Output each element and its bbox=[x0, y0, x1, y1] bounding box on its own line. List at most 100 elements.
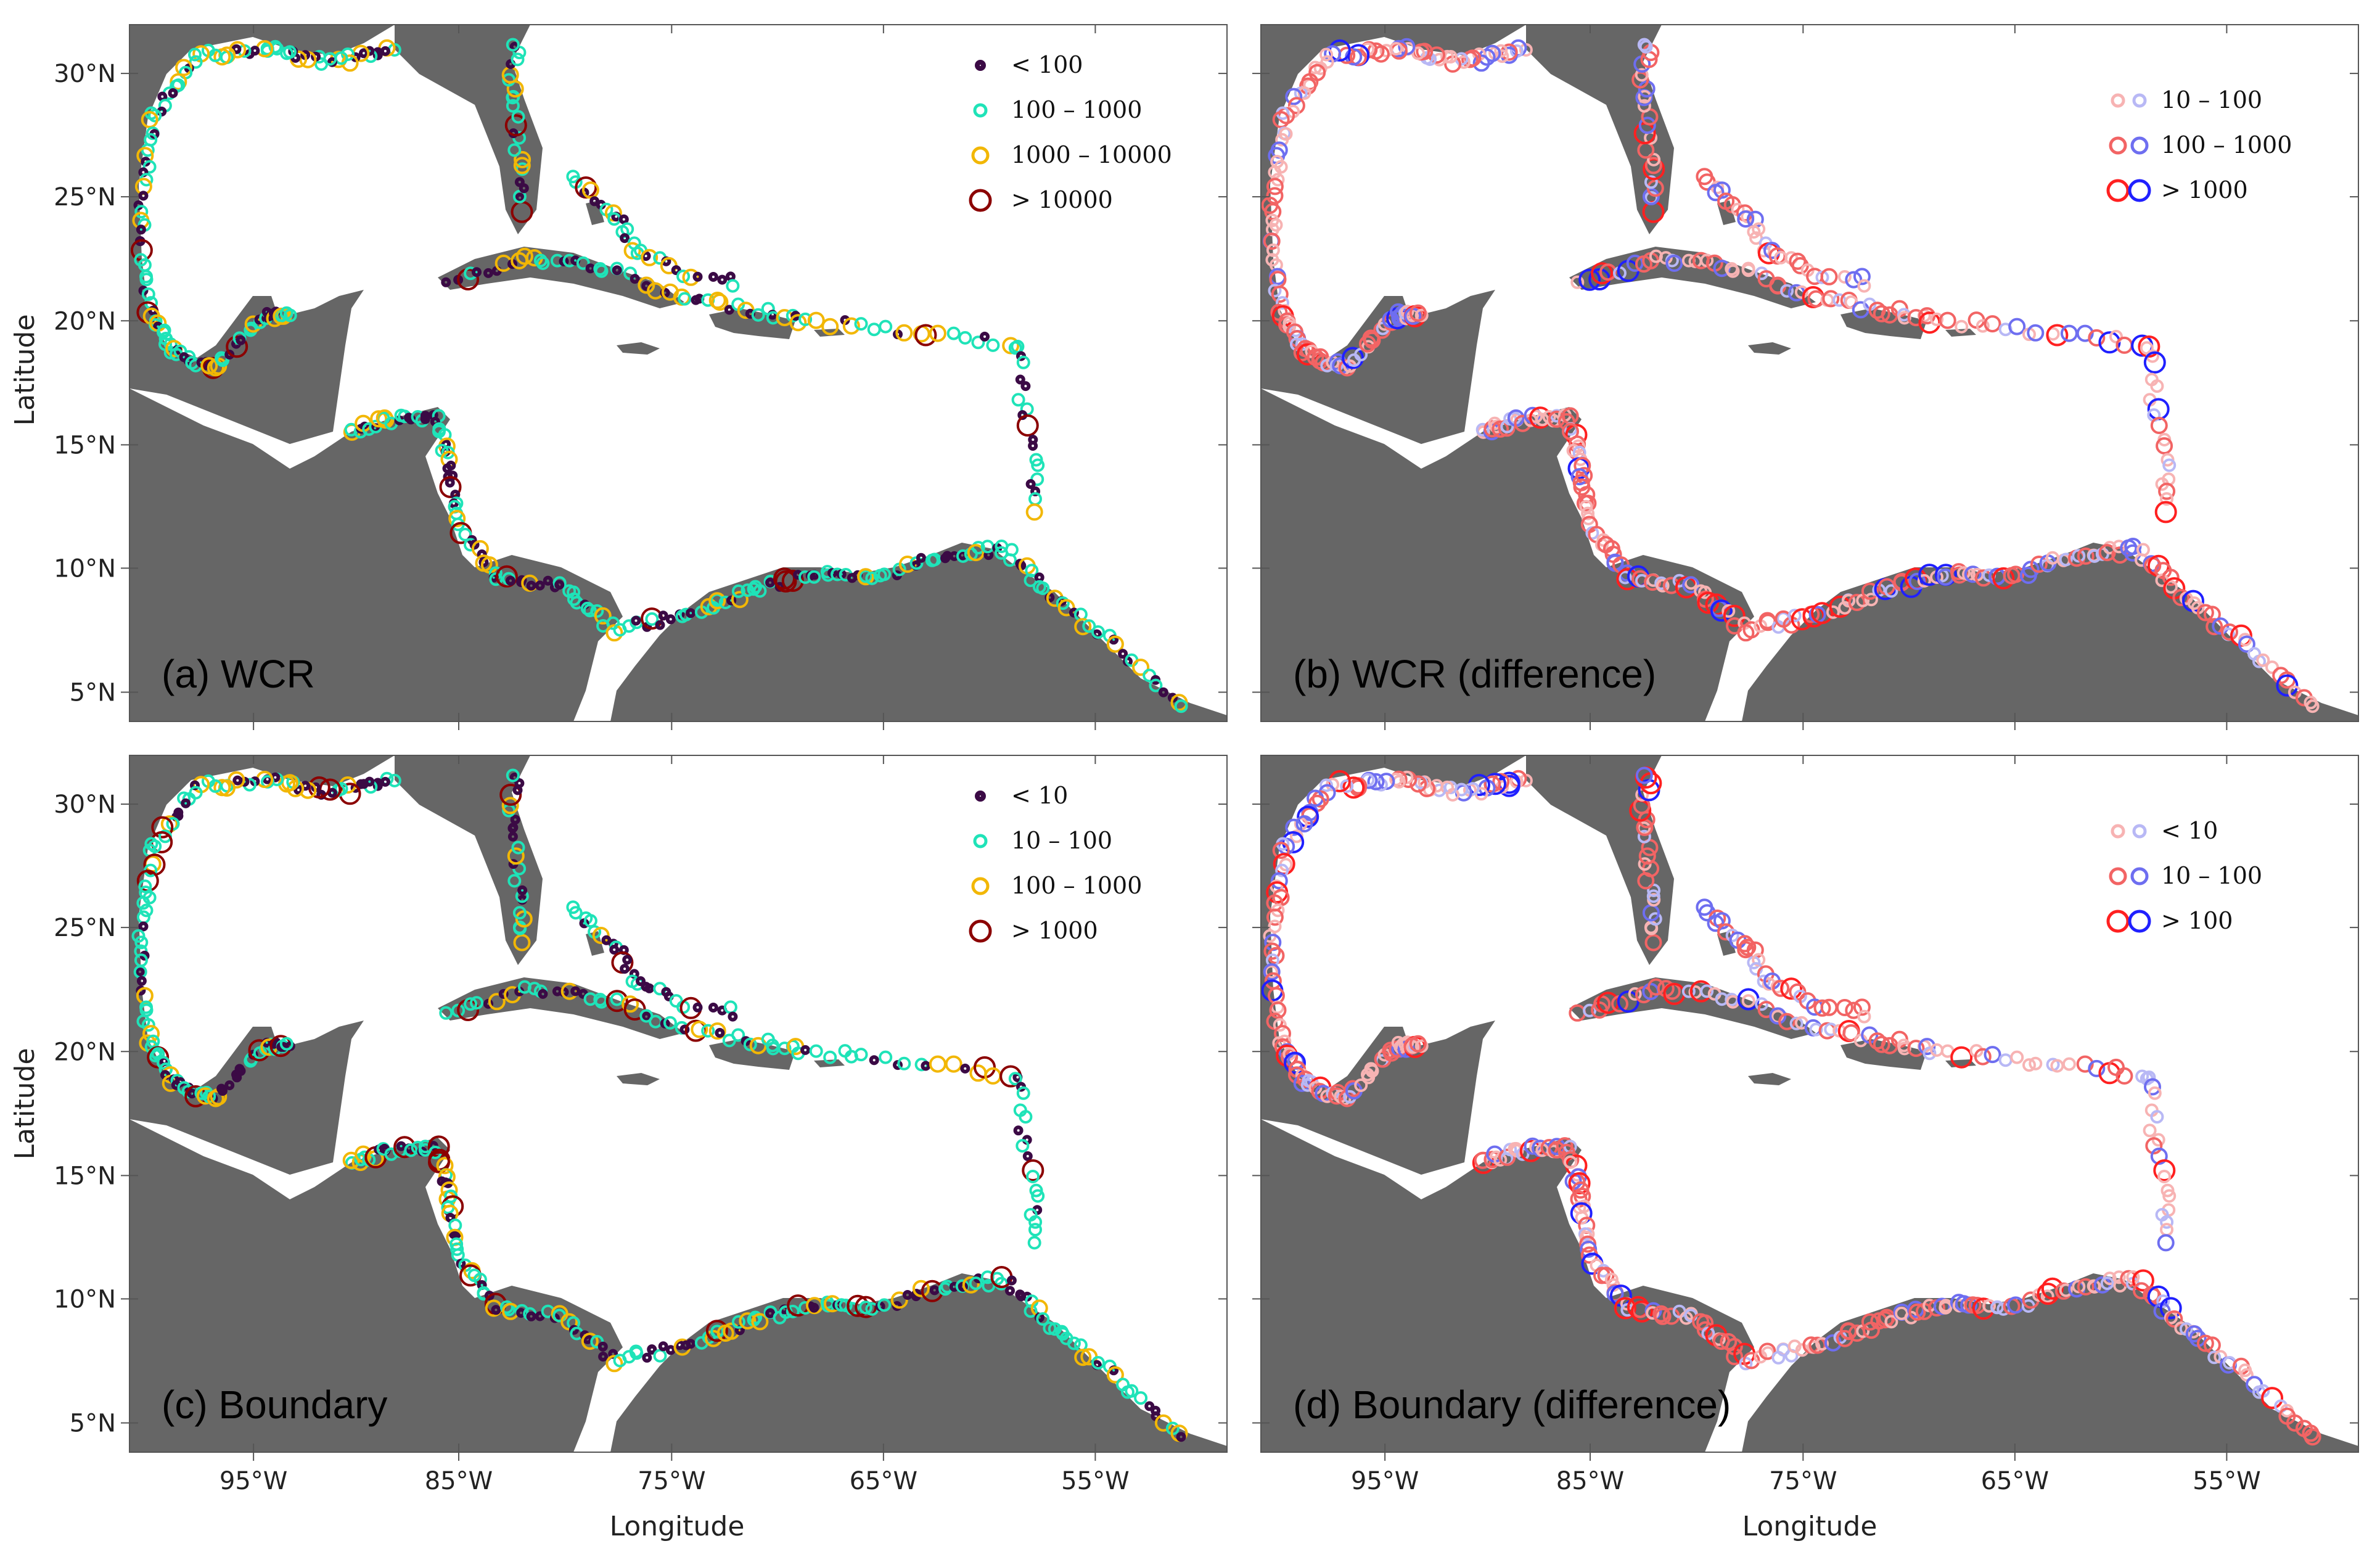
site-marker bbox=[980, 331, 990, 342]
site-marker bbox=[507, 831, 518, 842]
site-marker bbox=[2304, 1428, 2321, 1446]
site-marker bbox=[314, 57, 329, 71]
site-marker bbox=[731, 591, 749, 609]
site-marker bbox=[136, 976, 147, 986]
site-marker bbox=[671, 265, 681, 276]
legend-marker-negative bbox=[2130, 867, 2149, 885]
site-marker bbox=[877, 1298, 892, 1312]
site-marker bbox=[590, 604, 604, 618]
site-markers bbox=[1261, 38, 2320, 713]
site-marker bbox=[1717, 923, 1735, 941]
site-marker bbox=[515, 889, 529, 903]
site-marker bbox=[464, 997, 478, 1011]
site-marker bbox=[1003, 553, 1017, 567]
site-marker bbox=[1285, 818, 1303, 836]
site-marker bbox=[971, 541, 985, 555]
site-marker bbox=[1028, 1215, 1043, 1229]
y-axis-title-top: Latitude bbox=[9, 314, 41, 425]
panel-b: (b) WCR (difference) 10 – 100 100 – 1000 > … bbox=[1252, 24, 2359, 730]
site-marker bbox=[1284, 1051, 1306, 1074]
site-marker bbox=[226, 335, 248, 358]
site-marker bbox=[1631, 1300, 1653, 1323]
site-marker bbox=[1726, 264, 1740, 278]
site-marker bbox=[1475, 422, 1490, 437]
x-tick-label: 55°W bbox=[1061, 1467, 1129, 1495]
site-marker bbox=[2132, 1269, 2154, 1292]
site-marker bbox=[728, 1011, 738, 1022]
site-marker bbox=[1990, 1300, 2004, 1315]
site-marker bbox=[2143, 351, 2166, 374]
site-marker bbox=[2207, 1350, 2222, 1365]
site-marker bbox=[141, 1018, 155, 1032]
site-marker bbox=[2147, 1285, 2170, 1308]
site-marker bbox=[1056, 596, 1070, 610]
site-marker bbox=[741, 583, 755, 598]
site-marker bbox=[1908, 1303, 1926, 1321]
site-marker bbox=[594, 607, 612, 625]
site-marker bbox=[774, 570, 797, 593]
site-marker bbox=[319, 778, 342, 801]
site-marker bbox=[1272, 842, 1290, 859]
site-marker bbox=[1091, 625, 1105, 639]
site-marker bbox=[1794, 285, 1808, 299]
site-marker bbox=[1564, 1155, 1577, 1169]
site-marker bbox=[2115, 1067, 2133, 1085]
site-marker bbox=[134, 935, 149, 950]
site-marker bbox=[581, 181, 599, 199]
legend-label: 100 – 1000 bbox=[2161, 131, 2292, 158]
legend-marker-positive bbox=[2106, 910, 2130, 933]
site-marker bbox=[1319, 47, 1333, 62]
site-marker bbox=[1737, 210, 1755, 228]
site-marker bbox=[583, 604, 597, 618]
site-marker bbox=[1016, 414, 1039, 437]
site-marker bbox=[2059, 553, 2073, 567]
site-marker bbox=[1293, 1074, 1311, 1092]
site-marker bbox=[724, 305, 734, 315]
site-marker bbox=[645, 612, 659, 626]
site-marker bbox=[1022, 1151, 1033, 1161]
site-marker bbox=[658, 1341, 668, 1352]
site-marker bbox=[1176, 1432, 1186, 1442]
site-marker bbox=[1758, 1342, 1776, 1360]
site-marker bbox=[511, 110, 525, 124]
site-marker bbox=[1464, 49, 1482, 67]
site-marker bbox=[1268, 284, 1282, 298]
site-marker bbox=[1270, 872, 1288, 890]
site-marker bbox=[1024, 1304, 1038, 1318]
site-marker bbox=[1826, 605, 1840, 619]
site-marker bbox=[631, 615, 641, 626]
site-marker bbox=[1492, 773, 1510, 791]
site-marker bbox=[1022, 1159, 1044, 1181]
site-marker bbox=[2076, 324, 2094, 342]
site-marker bbox=[514, 150, 531, 168]
site-marker bbox=[448, 509, 466, 527]
site-marker bbox=[786, 1304, 800, 1318]
site-marker bbox=[678, 292, 692, 306]
site-marker bbox=[1106, 1366, 1124, 1384]
legend-marker-positive bbox=[2111, 93, 2125, 108]
site-marker bbox=[1939, 311, 1956, 329]
site-marker bbox=[1591, 262, 1614, 285]
site-marker bbox=[370, 410, 388, 428]
y-tick-label: 30°N bbox=[54, 791, 116, 819]
site-marker bbox=[1884, 584, 1898, 598]
site-marker bbox=[2109, 329, 2123, 343]
site-marker bbox=[501, 797, 519, 815]
legend-marker bbox=[971, 877, 990, 895]
site-marker bbox=[1787, 1339, 1802, 1354]
x-tick-label: 85°W bbox=[425, 1467, 493, 1495]
panel-a: 30°N 25°N 20°N 15°N 10°N 5°N (a) WCR < 100 100 –… bbox=[54, 24, 1228, 730]
site-marker bbox=[711, 294, 729, 311]
site-marker bbox=[1015, 374, 1025, 385]
site-marker bbox=[519, 183, 529, 194]
site-marker bbox=[726, 279, 740, 293]
site-marker bbox=[1752, 953, 1766, 967]
site-marker bbox=[1755, 266, 1769, 281]
site-marker bbox=[686, 608, 696, 618]
site-marker bbox=[1275, 863, 1289, 877]
site-marker bbox=[663, 1016, 677, 1030]
x-tick-label: 55°W bbox=[2193, 1467, 2260, 1495]
x-tick-label: 65°W bbox=[850, 1467, 917, 1495]
site-marker bbox=[1763, 242, 1781, 260]
y-tick-label: 25°N bbox=[54, 183, 116, 212]
